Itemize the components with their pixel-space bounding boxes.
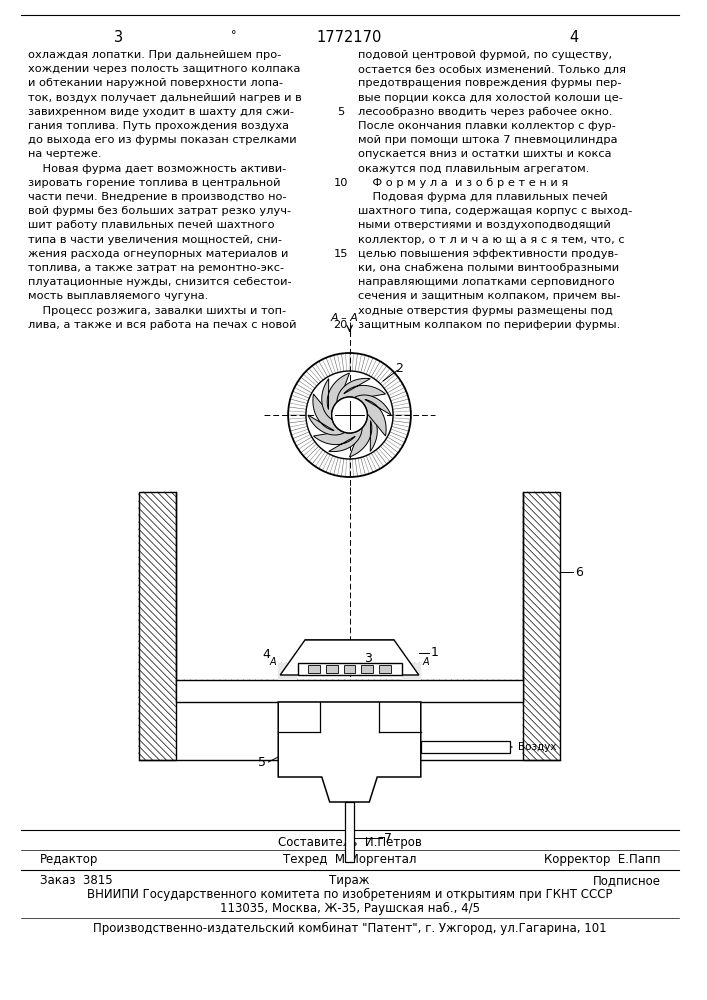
Bar [402, 663, 421, 680]
Text: гания топлива. Путь прохождения воздуха: гания топлива. Путь прохождения воздуха [28, 121, 288, 131]
Text: Подписное: Подписное [592, 874, 660, 887]
Text: предотвращения повреждения фурмы пер-: предотвращения повреждения фурмы пер- [358, 78, 622, 88]
Text: 15: 15 [333, 249, 348, 259]
Text: 3: 3 [115, 30, 124, 45]
Text: лесообразно вводить через рабочее окно.: лесообразно вводить через рабочее окно. [358, 107, 613, 117]
Text: Производственно-издательский комбинат "Патент", г. Ужгород, ул.Гагарина, 101: Производственно-издательский комбинат "П… [93, 922, 607, 935]
Text: опускается вниз и остатки шихты и кокса: опускается вниз и остатки шихты и кокса [358, 149, 612, 159]
Text: 4: 4 [262, 648, 270, 660]
Text: А – А: А – А [331, 313, 358, 323]
Bar [298, 663, 402, 675]
Bar [308, 665, 320, 673]
Text: После окончания плавки коллектор с фур-: После окончания плавки коллектор с фур- [358, 121, 617, 131]
Text: сечения и защитным колпаком, причем вы-: сечения и защитным колпаком, причем вы- [358, 291, 621, 301]
Text: ВНИИПИ Государственного комитета по изобретениям и открытиям при ГКНТ СССР: ВНИИПИ Государственного комитета по изоб… [87, 888, 612, 901]
Text: Процесс розжига, завалки шихты и топ-: Процесс розжига, завалки шихты и топ- [28, 306, 286, 316]
Text: вые порции кокса для холостой колоши це-: вые порции кокса для холостой колоши це- [358, 93, 624, 103]
Text: 113035, Москва, Ж-35, Раушская наб., 4/5: 113035, Москва, Ж-35, Раушская наб., 4/5 [219, 902, 479, 915]
Text: подовой центровой фурмой, по существу,: подовой центровой фурмой, по существу, [358, 50, 612, 60]
Text: вой фурмы без больших затрат резко улуч-: вой фурмы без больших затрат резко улуч- [28, 206, 291, 216]
Text: Составитель  И.Петров: Составитель И.Петров [278, 836, 421, 849]
Text: 5: 5 [258, 756, 267, 768]
Text: Воздух: Воздух [518, 742, 556, 752]
Text: топлива, а также затрат на ремонтно-экс-: топлива, а также затрат на ремонтно-экс- [28, 263, 284, 273]
Polygon shape [308, 394, 345, 435]
Text: лива, а также и вся работа на печах с новой: лива, а также и вся работа на печах с но… [28, 320, 296, 330]
Text: до выхода его из фурмы показан стрелками: до выхода его из фурмы показан стрелками [28, 135, 296, 145]
Polygon shape [322, 373, 349, 420]
Text: целью повышения эффективности продув-: целью повышения эффективности продув- [358, 249, 619, 259]
Text: и обтекании наружной поверхности лопа-: и обтекании наружной поверхности лопа- [28, 78, 283, 88]
Text: защитным колпаком по периферии фурмы.: защитным колпаком по периферии фурмы. [358, 320, 621, 330]
Text: 10: 10 [333, 178, 348, 188]
Text: 6: 6 [575, 566, 583, 578]
Text: Заказ  3815: Заказ 3815 [40, 874, 112, 887]
Text: Тираж: Тираж [329, 874, 370, 887]
Bar [361, 665, 373, 673]
Text: °: ° [231, 30, 236, 40]
Polygon shape [354, 395, 391, 436]
Text: Ф о р м у л а  и з о б р е т е н и я: Ф о р м у л а и з о б р е т е н и я [358, 178, 568, 188]
Text: типа в части увеличения мощностей, сни-: типа в части увеличения мощностей, сни- [28, 235, 281, 245]
Text: ными отверстиями и воздухоподводящий: ными отверстиями и воздухоподводящий [358, 220, 611, 230]
Circle shape [332, 397, 368, 433]
Polygon shape [349, 410, 378, 457]
Polygon shape [305, 640, 394, 675]
Text: мой при помощи штока 7 пневмоцилиндра: мой при помощи штока 7 пневмоцилиндра [358, 135, 618, 145]
Text: 4: 4 [570, 30, 579, 45]
Polygon shape [313, 428, 362, 452]
Text: окажутся под плавильным агрегатом.: окажутся под плавильным агрегатом. [358, 164, 590, 174]
Text: 20: 20 [334, 320, 348, 330]
Bar [421, 741, 510, 753]
Text: Корректор  Е.Папп: Корректор Е.Папп [544, 853, 660, 866]
Text: А: А [269, 657, 276, 667]
Bar [522, 492, 561, 760]
Text: шахтного типа, содержащая корпус с выход-: шахтного типа, содержащая корпус с выход… [358, 206, 633, 216]
Text: 5: 5 [337, 107, 344, 117]
Text: на чертеже.: на чертеже. [28, 149, 101, 159]
Text: 3: 3 [364, 652, 372, 666]
Text: части печи. Внедрение в производство но-: части печи. Внедрение в производство но- [28, 192, 286, 202]
Text: жения расхода огнеупорных материалов и: жения расхода огнеупорных материалов и [28, 249, 288, 259]
Text: коллектор, о т л и ч а ю щ а я с я тем, что, с: коллектор, о т л и ч а ю щ а я с я тем, … [358, 235, 625, 245]
Text: ходные отверстия фурмы размещены под: ходные отверстия фурмы размещены под [358, 306, 613, 316]
Text: охлаждая лопатки. При дальнейшем про-: охлаждая лопатки. При дальнейшем про- [28, 50, 281, 60]
Text: плуатационные нужды, снизится себестои-: плуатационные нужды, снизится себестои- [28, 277, 291, 287]
Bar [279, 663, 297, 680]
Text: хождении через полость защитного колпака: хождении через полость защитного колпака [28, 64, 300, 74]
Circle shape [332, 397, 368, 433]
Text: Редактор: Редактор [40, 853, 98, 866]
Text: 2: 2 [395, 362, 403, 375]
Text: шит работу плавильных печей шахтного: шит работу плавильных печей шахтного [28, 220, 274, 230]
Text: 1: 1 [431, 647, 438, 660]
Text: зировать горение топлива в центральной: зировать горение топлива в центральной [28, 178, 280, 188]
Bar [379, 665, 391, 673]
Text: мость выплавляемого чугуна.: мость выплавляемого чугуна. [28, 291, 208, 301]
Text: Новая фурма дает возможность активи-: Новая фурма дает возможность активи- [28, 164, 286, 174]
Text: ки, она снабжена полыми винтообразными: ки, она снабжена полыми винтообразными [358, 263, 619, 273]
Polygon shape [337, 378, 385, 402]
Polygon shape [279, 702, 421, 802]
Bar [344, 802, 354, 862]
Bar [326, 665, 338, 673]
Bar [344, 665, 356, 673]
Polygon shape [280, 640, 419, 675]
Text: завихренном виде уходит в шахту для сжи-: завихренном виде уходит в шахту для сжи- [28, 107, 293, 117]
Text: ток, воздух получает дальнейший нагрев и в: ток, воздух получает дальнейший нагрев и… [28, 93, 301, 103]
Text: Подовая фурма для плавильных печей: Подовая фурма для плавильных печей [358, 192, 608, 202]
Bar [139, 492, 176, 760]
Text: направляющими лопатками серповидного: направляющими лопатками серповидного [358, 277, 615, 287]
Text: 7: 7 [384, 832, 392, 844]
Bar [176, 680, 522, 702]
Text: 1772170: 1772170 [317, 30, 382, 45]
Text: А: А [423, 657, 429, 667]
Text: Техред  М.Моргентал: Техред М.Моргентал [283, 853, 416, 866]
Text: остается без особых изменений. Только для: остается без особых изменений. Только дл… [358, 64, 626, 74]
